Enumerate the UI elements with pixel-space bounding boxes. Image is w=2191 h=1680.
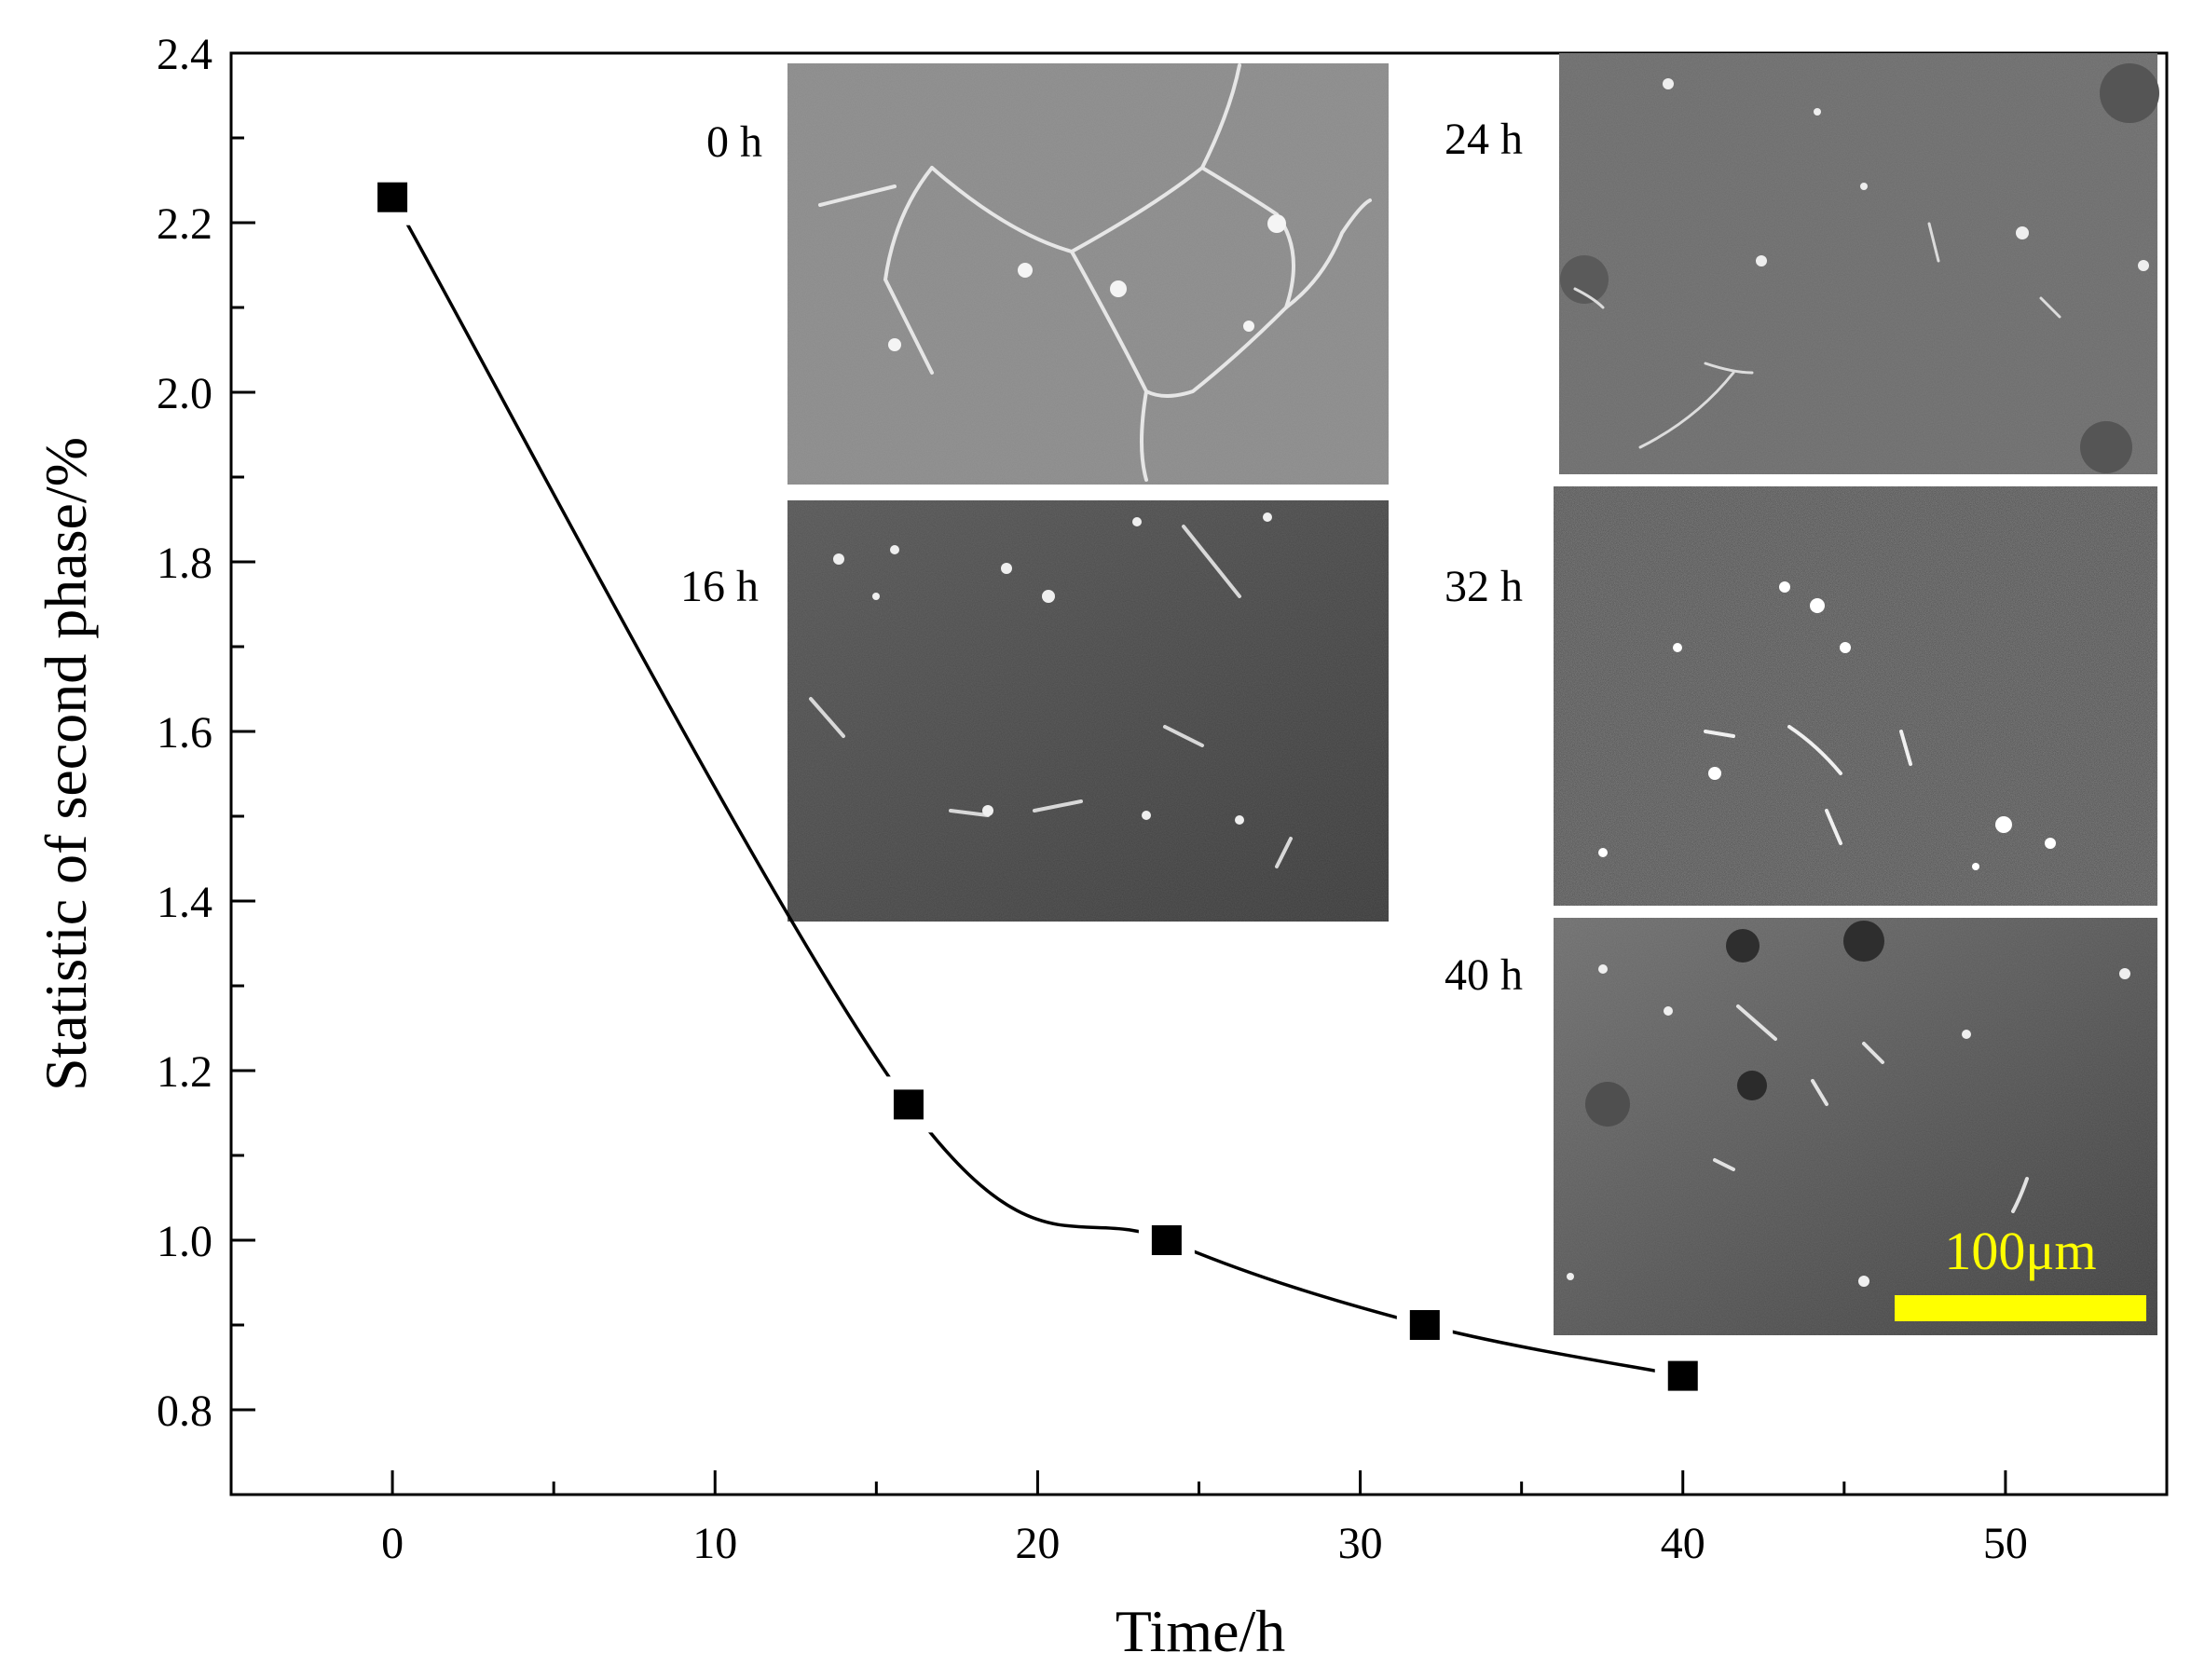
y-axis: 0.8 1.0 1.2 1.4 1.6 1.8 2.0 2.2 2.4 [157,30,255,1496]
x-tick-label: 0 [381,1519,404,1568]
y-tick-label: 1.6 [157,708,212,758]
x-tick-label: 30 [1338,1519,1383,1568]
micrograph-inset-24h [1559,53,2159,474]
y-tick-label: 1.0 [157,1217,212,1266]
data-point [1151,1225,1182,1255]
x-tick-label: 20 [1015,1519,1060,1568]
y-tick-label: 1.4 [157,878,212,927]
inset-label-40h: 40 h [1445,950,1523,1000]
y-axis-label: Statistic of second phase/% [33,437,99,1091]
y-tick-label: 1.2 [157,1047,212,1097]
inset-label-16h: 16 h [680,562,759,611]
y-tick-label: 1.8 [157,539,212,588]
scale-bar [1895,1295,2146,1321]
y-tick-label: 0.8 [157,1386,212,1436]
x-axis-label: Time/h [1116,1598,1286,1664]
y-tick-label: 2.4 [157,30,212,79]
y-tick-label: 2.2 [157,199,212,249]
data-markers [364,169,1711,1404]
micrograph-inset-0h [787,63,1389,485]
x-tick-label: 40 [1661,1519,1705,1568]
scale-bar-label: 100μm [1944,1221,2096,1281]
inset-label-24h: 24 h [1445,115,1523,164]
data-point [1409,1310,1440,1340]
micrograph-inset-32h [1554,486,2157,906]
x-tick-label: 50 [1983,1519,2028,1568]
x-axis: 0 10 20 30 40 50 [381,1470,2028,1568]
micrograph-inset-16h [787,500,1389,922]
data-point [1667,1360,1698,1391]
data-point [893,1089,924,1120]
inset-label-0h: 0 h [706,117,762,167]
inset-label-32h: 32 h [1445,562,1523,611]
micrograph-inset-40h [1554,918,2157,1335]
data-point [377,182,408,212]
y-tick-label: 2.0 [157,369,212,418]
x-tick-label: 10 [692,1519,737,1568]
